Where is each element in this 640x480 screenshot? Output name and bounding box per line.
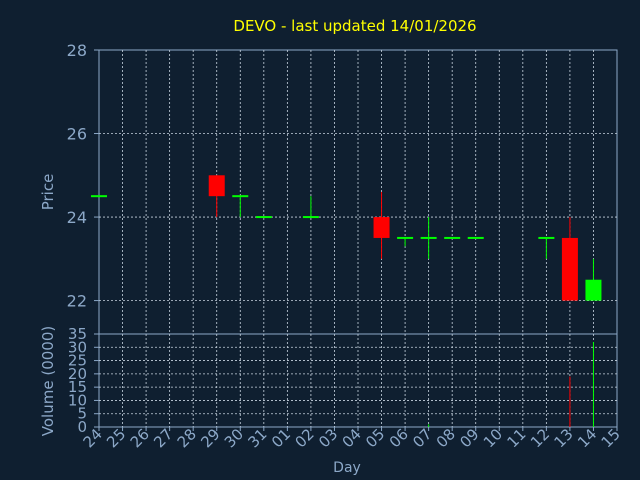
x-tick-label: 01	[268, 425, 294, 451]
candle-body	[255, 216, 272, 219]
volume-tick-label: 35	[68, 325, 87, 343]
price-panel: 22 24 26 28	[67, 41, 618, 335]
candle-body	[373, 217, 390, 238]
volume-tick-label: 25	[68, 352, 87, 370]
candle-body	[91, 195, 107, 198]
x-tick-label: 30	[221, 425, 247, 451]
volume-tick-label: 15	[68, 378, 87, 396]
price-axis-label: Price	[39, 174, 57, 211]
x-tick-label: 28	[174, 425, 200, 451]
x-tick-label: 09	[456, 425, 482, 451]
candle-body	[232, 195, 249, 198]
candle-body	[585, 279, 602, 301]
price-tick-label: 22	[67, 292, 87, 311]
price-tick-label: 24	[67, 208, 87, 227]
candle-body	[561, 237, 578, 301]
x-tick-label: 10	[480, 425, 506, 451]
price-tick-label: 26	[67, 125, 87, 144]
x-tick-label: 02	[292, 425, 318, 451]
x-tick-label: 11	[503, 425, 529, 451]
x-tick-label: 26	[127, 425, 153, 451]
candle-body	[302, 216, 319, 219]
x-tick-label: 12	[527, 425, 553, 451]
volume-panel: 2425262728293031010203040506070809101112…	[68, 325, 624, 451]
x-tick-label: 08	[433, 425, 459, 451]
price-tick-label: 28	[67, 41, 87, 60]
x-tick-label: 03	[315, 425, 341, 451]
x-tick-label: 31	[244, 425, 270, 451]
x-tick-label: 15	[598, 425, 624, 451]
candle-body	[420, 236, 437, 239]
x-tick-label: 05	[362, 425, 388, 451]
x-tick-label: 14	[574, 425, 600, 451]
x-tick-label: 06	[386, 425, 412, 451]
volume-tick-label: 5	[77, 405, 87, 423]
volume-tick-label: 0	[77, 418, 87, 436]
x-tick-label: 04	[339, 425, 365, 451]
candle-body	[467, 236, 484, 239]
volume-tick-label: 30	[68, 338, 87, 356]
x-tick-label: 07	[409, 425, 435, 451]
candle-body	[397, 236, 414, 239]
x-axis-label: Day	[333, 460, 361, 476]
x-tick-label: 27	[150, 425, 176, 451]
chart-title: DEVO - last updated 14/01/2026	[233, 17, 476, 35]
volume-axis-label: Volume (0000)	[39, 326, 57, 436]
x-tick-label: 13	[551, 425, 577, 451]
volume-tick-label: 20	[68, 365, 87, 383]
x-tick-label: 29	[197, 425, 223, 451]
volume-tick-label: 10	[68, 391, 87, 409]
candle-body	[444, 236, 461, 239]
candle-body	[208, 175, 225, 197]
candle-body	[538, 236, 555, 239]
x-tick-label: 25	[103, 425, 129, 451]
